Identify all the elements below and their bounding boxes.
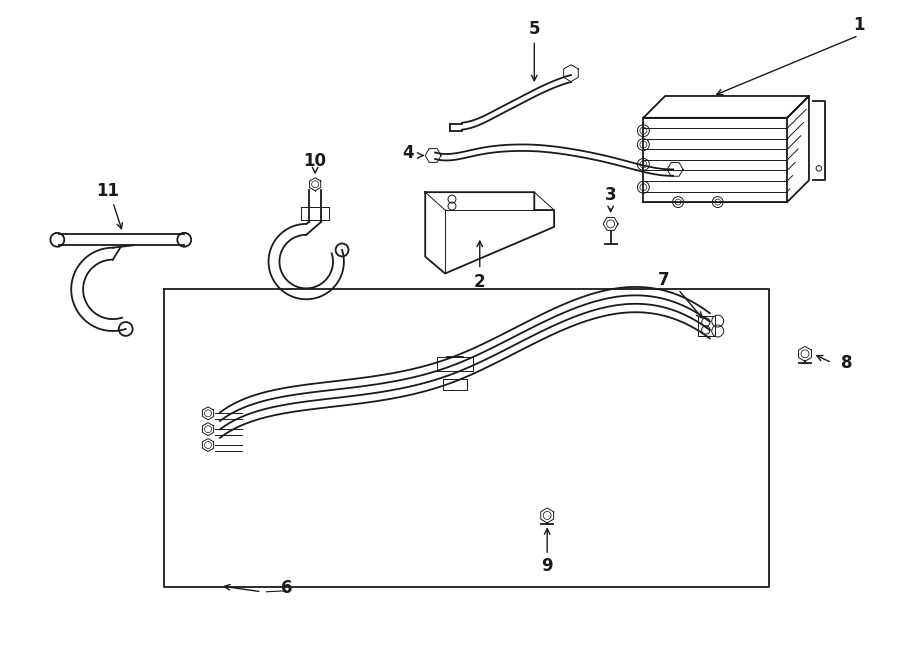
Text: 1: 1: [853, 15, 864, 34]
Text: 3: 3: [605, 186, 617, 204]
Text: 5: 5: [528, 20, 540, 38]
Text: 7: 7: [657, 272, 669, 290]
Text: 9: 9: [542, 557, 553, 575]
Text: 11: 11: [96, 182, 120, 200]
Text: 8: 8: [841, 354, 852, 371]
Text: 4: 4: [402, 143, 414, 161]
Text: 2: 2: [474, 274, 486, 292]
Text: 10: 10: [303, 152, 327, 171]
Text: 6: 6: [281, 579, 292, 597]
